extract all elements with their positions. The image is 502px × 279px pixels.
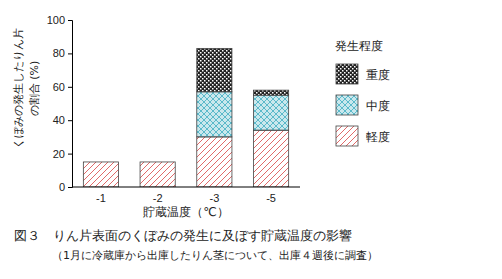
series bbox=[197, 92, 289, 137]
bar bbox=[140, 162, 175, 187]
y-axis: 0 20 40 60 80 100 bbox=[47, 14, 73, 193]
legend-label: 軽度 bbox=[366, 130, 390, 144]
legend: 発生程度重度中度軽度 bbox=[335, 39, 390, 146]
tick-label: 80 bbox=[53, 47, 65, 59]
tick-mark bbox=[68, 53, 72, 54]
bar bbox=[140, 161, 175, 162]
series bbox=[83, 130, 288, 187]
bar bbox=[140, 161, 175, 162]
plot-area bbox=[83, 48, 288, 187]
bar bbox=[197, 92, 232, 137]
bar bbox=[253, 95, 288, 130]
tick: 20 bbox=[53, 148, 72, 160]
title: 図３ りん片表面のくぼみの発生に及ぼす貯蔵温度の影響 bbox=[14, 228, 352, 243]
tick-label: -1 bbox=[96, 192, 106, 204]
tick-label: -5 bbox=[266, 192, 276, 204]
tick: -1 bbox=[96, 187, 106, 204]
tick: 100 bbox=[47, 14, 72, 26]
legend-swatch bbox=[336, 126, 358, 146]
tick-label: -2 bbox=[153, 192, 163, 204]
tick: 80 bbox=[53, 47, 72, 59]
tick-label: -3 bbox=[209, 192, 219, 204]
x-axis-title: 貯蔵温度（℃） bbox=[143, 205, 228, 219]
subtitle: （1月に冷蔵庫から出庫したりん茎について、出庫４週後に調査） bbox=[52, 249, 378, 262]
chart: 0 20 40 60 80 100 -1 -2 -3 -5 貯蔵温度（℃） くぼみの発生したりん片の割… bbox=[0, 0, 502, 279]
bar bbox=[197, 137, 232, 187]
bar bbox=[253, 130, 288, 187]
tick-mark bbox=[68, 120, 72, 121]
tick: 40 bbox=[53, 114, 72, 126]
tick-label: 0 bbox=[59, 181, 65, 193]
tick-mark bbox=[68, 87, 72, 88]
tick: -5 bbox=[266, 187, 276, 204]
legend-label: 重度 bbox=[366, 68, 390, 82]
bar bbox=[83, 161, 118, 162]
tick-mark bbox=[68, 154, 72, 155]
legend-swatch bbox=[336, 95, 358, 115]
legend-swatch bbox=[336, 64, 358, 84]
legend-label: 中度 bbox=[366, 99, 390, 113]
legend-title: 発生程度 bbox=[335, 39, 383, 53]
tick-label: 20 bbox=[53, 148, 65, 160]
series bbox=[197, 48, 289, 95]
axis-line bbox=[72, 187, 300, 188]
y-axis-title: の割合 (%) bbox=[28, 61, 41, 117]
tick-mark bbox=[68, 20, 72, 21]
axis-line bbox=[68, 21, 73, 188]
tick-label: 40 bbox=[53, 114, 65, 126]
y-axis-title: くぼみの発生したりん片 bbox=[12, 28, 25, 149]
tick-label: 60 bbox=[53, 81, 65, 93]
bar bbox=[83, 162, 118, 187]
tick: 60 bbox=[53, 81, 72, 93]
bar bbox=[197, 48, 232, 91]
tick-mark bbox=[68, 187, 72, 188]
bar bbox=[253, 90, 288, 95]
x-axis: -1 -2 -3 -5 bbox=[72, 187, 300, 204]
tick: 0 bbox=[59, 181, 72, 193]
tick: -3 bbox=[209, 187, 219, 204]
tick: -2 bbox=[153, 187, 163, 204]
tick-label: 100 bbox=[47, 14, 65, 26]
bar bbox=[83, 161, 118, 162]
